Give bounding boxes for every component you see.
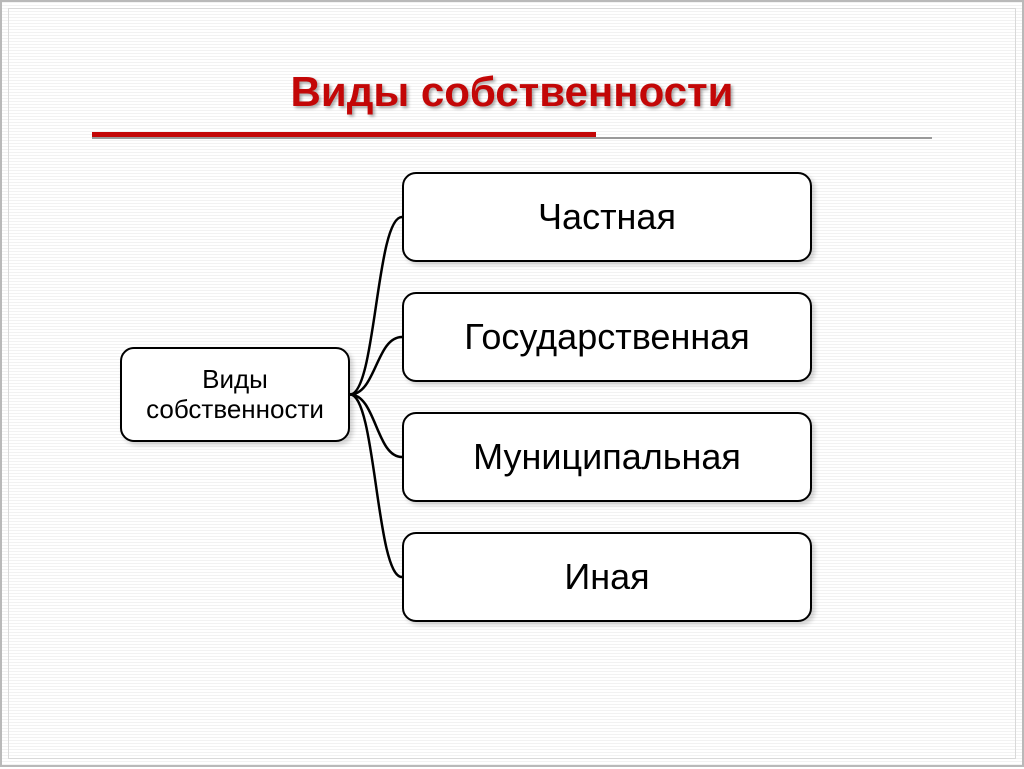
child-node: Муниципальная [402,412,812,502]
title-underline [92,132,932,139]
title-underline-grey [92,137,932,139]
slide-title: Виды собственности [2,68,1022,116]
slide: Виды собственности Видысобственности Час… [0,0,1024,767]
child-node: Иная [402,532,812,622]
child-node: Государственная [402,292,812,382]
child-node: Частная [402,172,812,262]
root-node: Видысобственности [120,347,350,442]
